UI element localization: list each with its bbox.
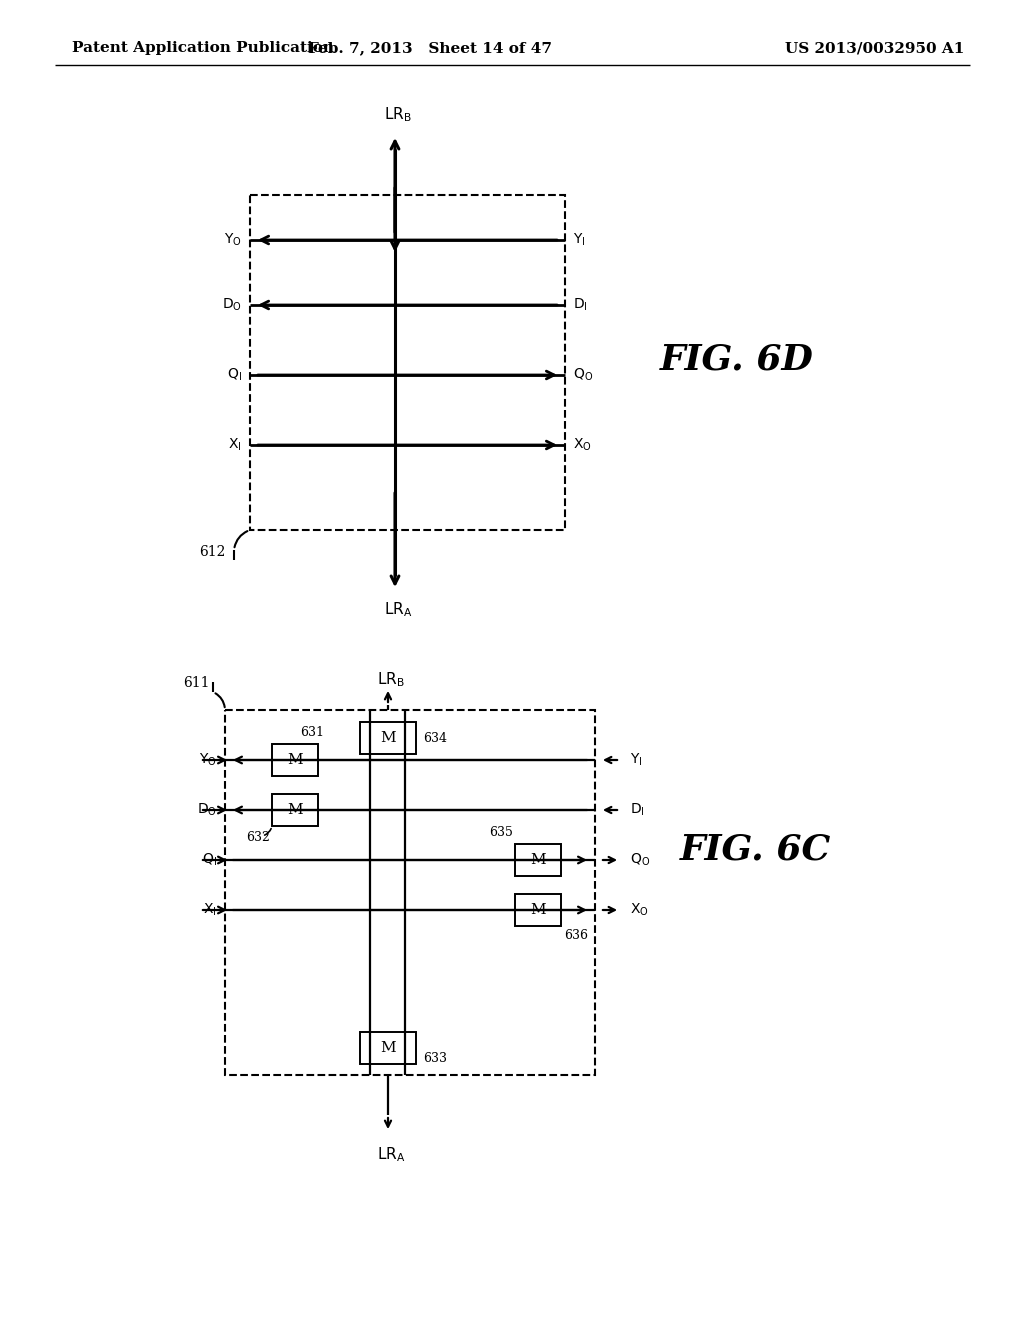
Polygon shape <box>398 1048 412 1061</box>
Bar <box>250 195 565 531</box>
Text: $\mathrm{Y_{O}}$: $\mathrm{Y_{O}}$ <box>224 232 242 248</box>
Text: M: M <box>530 903 546 917</box>
Text: FIG. 6D: FIG. 6D <box>660 343 814 378</box>
Text: $\mathrm{LR_{A}}$: $\mathrm{LR_{A}}$ <box>384 601 413 619</box>
Bar <box>515 894 561 927</box>
Text: $\mathrm{D_{O}}$: $\mathrm{D_{O}}$ <box>197 801 217 818</box>
Text: $\mathrm{D_{O}}$: $\mathrm{D_{O}}$ <box>222 297 242 313</box>
Text: M: M <box>530 853 546 867</box>
Text: $\mathrm{LR_{A}}$: $\mathrm{LR_{A}}$ <box>377 1146 406 1164</box>
Bar <box>360 722 416 754</box>
Bar <box>272 744 318 776</box>
Text: 635: 635 <box>489 826 513 840</box>
Text: $\mathrm{Q_{O}}$: $\mathrm{Q_{O}}$ <box>573 367 593 383</box>
Text: $\mathrm{Q_{I}}$: $\mathrm{Q_{I}}$ <box>202 851 217 869</box>
Bar <box>225 710 595 1074</box>
Text: $\mathrm{Q_{I}}$: $\mathrm{Q_{I}}$ <box>227 367 242 383</box>
Text: 636: 636 <box>564 929 588 942</box>
Text: $\mathrm{X_{I}}$: $\mathrm{X_{I}}$ <box>228 437 242 453</box>
Bar <box>272 795 318 826</box>
Text: $\mathrm{LR_{B}}$: $\mathrm{LR_{B}}$ <box>377 671 404 689</box>
Text: 634: 634 <box>423 731 447 744</box>
Text: M: M <box>287 752 303 767</box>
Text: M: M <box>287 803 303 817</box>
Text: M: M <box>380 731 396 744</box>
Text: $\mathrm{X_{O}}$: $\mathrm{X_{O}}$ <box>630 902 649 919</box>
Text: US 2013/0032950 A1: US 2013/0032950 A1 <box>785 41 965 55</box>
Text: $\mathrm{X_{I}}$: $\mathrm{X_{I}}$ <box>204 902 217 919</box>
Text: FIG. 6C: FIG. 6C <box>680 833 831 867</box>
Text: Feb. 7, 2013   Sheet 14 of 47: Feb. 7, 2013 Sheet 14 of 47 <box>308 41 552 55</box>
Bar <box>360 1032 416 1064</box>
Text: M: M <box>380 1041 396 1055</box>
Text: 631: 631 <box>300 726 324 739</box>
Text: $\mathrm{Y_{O}}$: $\mathrm{Y_{O}}$ <box>200 752 217 768</box>
Text: 632: 632 <box>246 832 270 843</box>
Text: $\mathrm{Y_{I}}$: $\mathrm{Y_{I}}$ <box>573 232 586 248</box>
Text: $\mathrm{X_{O}}$: $\mathrm{X_{O}}$ <box>573 437 592 453</box>
Text: $\mathrm{D_{I}}$: $\mathrm{D_{I}}$ <box>630 801 645 818</box>
Text: Patent Application Publication: Patent Application Publication <box>72 41 334 55</box>
Bar <box>515 843 561 876</box>
Polygon shape <box>364 1048 376 1061</box>
Text: $\mathrm{D_{I}}$: $\mathrm{D_{I}}$ <box>573 297 588 313</box>
Polygon shape <box>364 723 376 737</box>
Text: $\mathrm{LR_{B}}$: $\mathrm{LR_{B}}$ <box>384 106 412 124</box>
Polygon shape <box>398 723 412 737</box>
Text: 611: 611 <box>183 676 210 690</box>
Text: $\mathrm{Q_{O}}$: $\mathrm{Q_{O}}$ <box>630 851 650 869</box>
Text: $\mathrm{Y_{I}}$: $\mathrm{Y_{I}}$ <box>630 752 643 768</box>
Text: 612: 612 <box>199 545 225 558</box>
Text: 633: 633 <box>423 1052 447 1064</box>
